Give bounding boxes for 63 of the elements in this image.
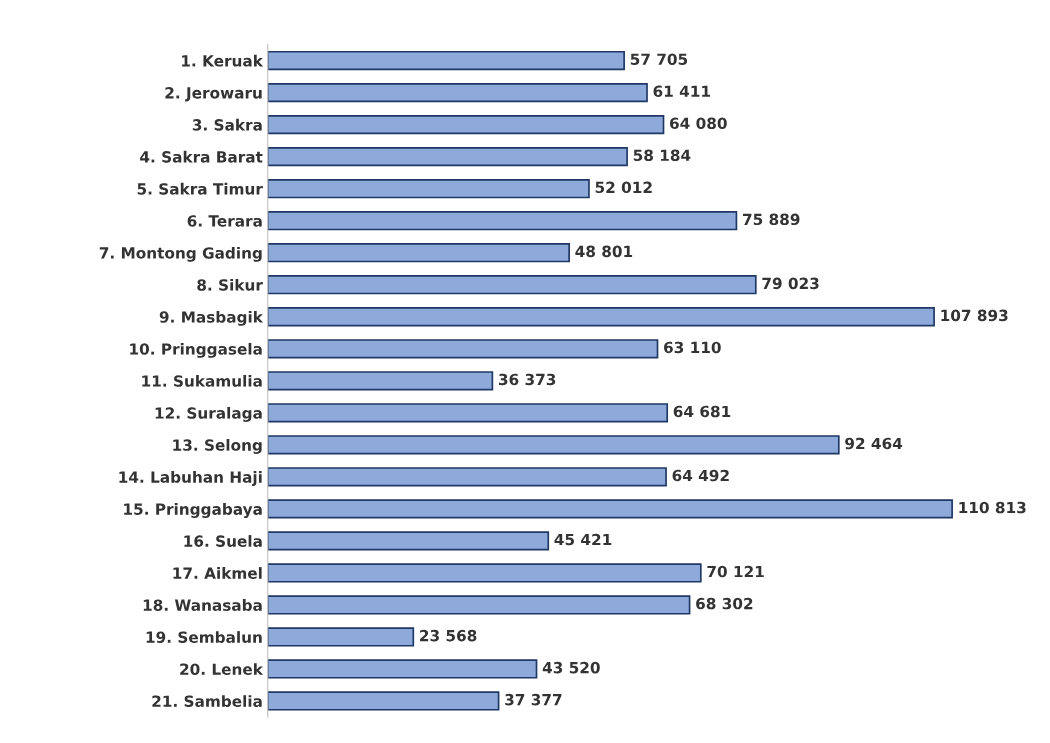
y-tick-label: 14. Labuhan Haji — [119, 471, 262, 486]
data-label: 43 520 — [542, 661, 600, 674]
data-label: 52 012 — [595, 181, 652, 194]
y-tick-label: 13. Selong — [173, 439, 262, 454]
data-label: 79 023 — [762, 277, 819, 290]
data-label: 45 421 — [554, 533, 612, 546]
y-tick-label: 7. Montong Gading — [99, 246, 262, 262]
bar — [267, 467, 667, 487]
data-label: 58 184 — [633, 149, 691, 162]
y-tick-label: 3. Sakra — [192, 118, 262, 131]
bar — [267, 371, 494, 391]
bar — [267, 275, 757, 295]
y-tick-label: 20. Lenek — [180, 663, 264, 675]
data-label: 61 411 — [653, 85, 710, 98]
y-tick-label: 1. Keruak — [182, 54, 264, 67]
data-label: 92 464 — [845, 437, 903, 450]
data-label: 48 801 — [575, 245, 633, 258]
bar — [267, 147, 628, 167]
bar — [267, 243, 570, 263]
y-tick-label: 21. Sambelia — [152, 695, 262, 708]
data-label: 110 813 — [959, 501, 1026, 514]
bar — [267, 563, 702, 583]
data-label: 107 893 — [941, 309, 1008, 322]
y-tick-label: 15. Pringgabaya — [124, 503, 262, 518]
data-label: 37 377 — [505, 693, 562, 706]
data-label: 70 121 — [707, 565, 764, 578]
data-label: 64 492 — [672, 469, 729, 482]
y-tick-label: 6. Terara — [187, 215, 262, 227]
bar — [267, 659, 538, 679]
y-tick-label: 16. Suela — [184, 535, 262, 547]
y-tick-label: 9. Masbagik — [159, 310, 264, 326]
data-label: 64 681 — [673, 405, 731, 418]
data-label: 57 705 — [630, 53, 688, 66]
bar — [267, 531, 550, 551]
y-tick-label: 8. Sikur — [197, 278, 263, 291]
bar — [267, 595, 691, 615]
y-tick-label: 5. Sakra Timur — [137, 182, 263, 195]
bar — [267, 435, 840, 455]
y-tick-label: 18. Wanasaba — [143, 599, 262, 611]
bar — [267, 499, 953, 519]
data-label: 36 373 — [498, 373, 556, 386]
bar — [267, 50, 625, 71]
y-tick-label: 12. Suralaga — [155, 407, 262, 422]
data-label: 68 302 — [696, 597, 753, 610]
y-tick-label: 11. Sukamulia — [142, 374, 262, 387]
bar — [267, 307, 935, 327]
bar — [267, 179, 590, 199]
bar — [267, 627, 415, 647]
y-tick-label: 4. Sakra Barat — [140, 150, 263, 163]
y-tick-label: 2. Jerowaru — [165, 87, 262, 102]
bar — [267, 403, 669, 423]
bar — [267, 82, 648, 103]
bar — [267, 114, 665, 135]
bar — [267, 691, 500, 711]
data-label: 75 889 — [743, 213, 800, 226]
data-label: 23 568 — [420, 629, 477, 642]
bar — [267, 339, 659, 359]
bar — [267, 211, 738, 231]
y-tick-label: 19. Sembalun — [146, 631, 262, 643]
y-tick-label: 17. Aikmel — [173, 567, 262, 579]
y-tick-label: 10. Pringgasela — [130, 342, 262, 358]
data-label: 63 110 — [664, 341, 721, 354]
data-label: 64 080 — [670, 117, 727, 130]
